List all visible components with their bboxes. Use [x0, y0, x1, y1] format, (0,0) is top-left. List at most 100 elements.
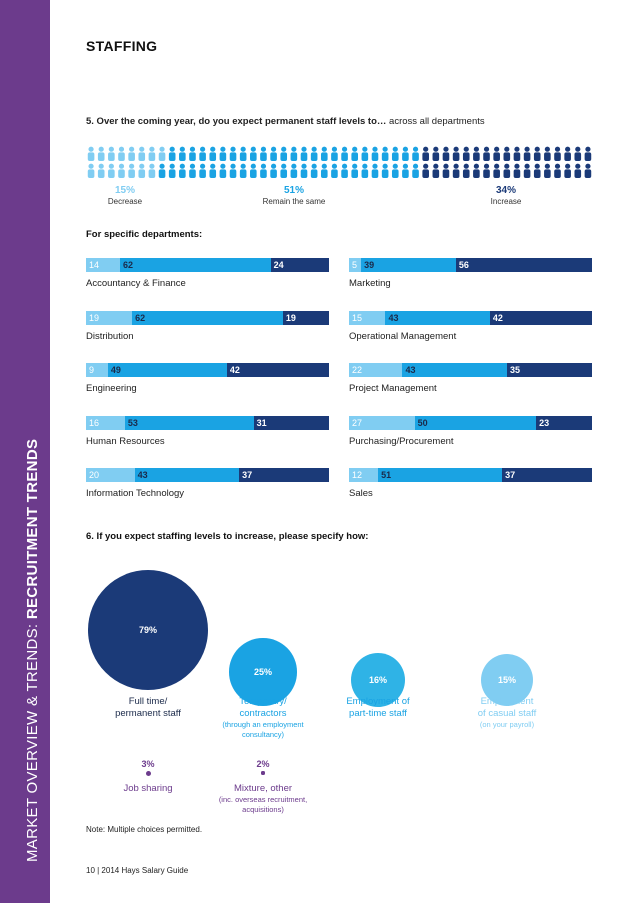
person-icon [97, 163, 105, 178]
bar-segment-same: 43 [134, 468, 240, 482]
person-icon [250, 146, 257, 161]
bar-segment-same: 49 [107, 363, 227, 377]
bubble-label-line: of casual staff [477, 708, 537, 719]
person-icon [462, 163, 470, 178]
bar-value-label: 39 [364, 260, 375, 270]
person-icon [422, 163, 429, 178]
bar-segment-inc: 35 [506, 363, 592, 377]
person-icon [118, 146, 125, 161]
bar-value-label: 23 [539, 417, 550, 428]
bar-segment-same: 62 [120, 258, 271, 272]
people-pictogram [87, 146, 592, 178]
bubble: 79% [88, 570, 208, 690]
bar-value-label: 49 [110, 365, 121, 375]
bubble-label-line: permanent staff [115, 708, 181, 719]
bubble-dot [261, 771, 265, 775]
question-5-suffix: across all departments [386, 116, 485, 127]
bar-segment-dec: 12 [349, 468, 379, 482]
bubble-label: Temporary/contractors [203, 696, 323, 720]
bubble-note-line: acquisitions) [242, 805, 284, 814]
department-label: Accountancy & Finance [86, 278, 186, 289]
person-icon [290, 146, 298, 161]
person-icon [189, 146, 196, 161]
bar-value-label: 62 [135, 312, 146, 323]
bubble-note-line: (inc. overseas recruitment, [218, 795, 308, 804]
person-icon [554, 146, 561, 161]
person-icon [351, 163, 359, 178]
person-icon [432, 163, 440, 178]
bar-segment-inc: 37 [502, 468, 592, 482]
bar-value-label: 19 [89, 312, 100, 323]
person-icon [250, 163, 257, 178]
person-icon [503, 163, 511, 178]
summary-label: 34% Increase [456, 185, 556, 206]
bar-value-label: 43 [388, 312, 399, 323]
bubble-label-line: contractors [239, 708, 287, 719]
summary-caption: Remain the same [262, 197, 326, 206]
person-icon [452, 163, 460, 178]
person-icon [432, 146, 440, 161]
bubble-note: (inc. overseas recruitment, acquisitions) [198, 795, 328, 815]
person-icon [452, 146, 460, 161]
bar-segment-same: 51 [378, 468, 503, 482]
department-bar: 19 62 19 [86, 310, 329, 325]
bar-value-label: 43 [405, 365, 416, 375]
person-icon [189, 163, 196, 178]
bubble-label: Mixture, other [203, 783, 323, 795]
person-icon [391, 146, 399, 161]
person-icon [128, 163, 135, 178]
person-icon [402, 146, 409, 161]
person-icon [300, 146, 308, 161]
person-icon [270, 163, 277, 178]
person-icon [158, 146, 166, 161]
person-icon [87, 163, 95, 178]
footer: 10 | 2014 Hays Salary Guide [86, 866, 189, 875]
person-icon [97, 146, 105, 161]
bar-value-label: 51 [381, 470, 392, 480]
person-icon [564, 163, 571, 178]
bubble-note-line: (on your payroll) [479, 720, 535, 729]
person-icon [422, 146, 429, 161]
bubble-dot [145, 770, 151, 776]
person-icon [128, 146, 135, 161]
person-icon [219, 146, 227, 161]
person-icon [239, 146, 247, 161]
bar-value-label: 42 [229, 365, 240, 375]
bar-segment-same: 43 [402, 363, 507, 377]
summary-pct: 51% [283, 185, 304, 196]
person-icon [533, 163, 541, 178]
bar-value-label: 12 [352, 470, 363, 480]
person-icon [168, 146, 176, 161]
person-icon [331, 163, 338, 178]
bubble-label-line: Job sharing [123, 783, 173, 794]
bar-value-label: 50 [417, 417, 428, 428]
summary-pct: 15% [114, 185, 135, 196]
bar-value-label: 24 [273, 260, 284, 270]
person-icon [310, 163, 318, 178]
bar-segment-inc: 56 [455, 258, 592, 272]
department-label: Operational Management [349, 330, 457, 342]
bubble-label-line: Mixture, other [233, 783, 293, 794]
person-icon [513, 146, 521, 161]
bar-value-label: 53 [127, 417, 138, 428]
bubble-note-line: (through an employment [222, 720, 304, 729]
person-icon [219, 163, 227, 178]
question-5-text: 5. Over the coming year, do you expect p… [86, 116, 387, 127]
department-label: Information Technology [86, 488, 185, 499]
person-icon [544, 163, 551, 178]
person-icon [442, 163, 450, 178]
bar-segment-inc: 23 [536, 415, 592, 430]
person-icon [493, 163, 500, 178]
bar-segment-same: 43 [385, 310, 490, 325]
person-icon [361, 163, 369, 178]
sidebar: MARKET OVERVIEW & TRENDS: RECRUITMENT TR… [0, 0, 50, 903]
sidebar-title: MARKET OVERVIEW & TRENDS: RECRUITMENT TR… [24, 439, 41, 862]
person-icon [473, 146, 480, 161]
question-6: 6. If you expect staffing levels to incr… [86, 531, 369, 542]
bar-value-label: 37 [505, 470, 516, 480]
person-icon [331, 146, 338, 161]
bar-segment-same: 39 [361, 258, 456, 272]
department-bar: 20 43 37 [86, 468, 329, 482]
bubble-label: Employment of part-time staff [318, 696, 438, 720]
person-icon [209, 163, 217, 178]
